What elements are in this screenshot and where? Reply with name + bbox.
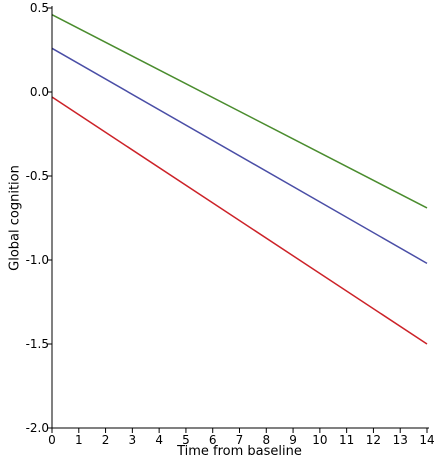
y-tick-label: -1.5 [26,337,49,351]
y-tick-label: -2.0 [26,421,49,435]
x-tick-label: 10 [312,433,327,447]
x-tick-label: 8 [262,433,270,447]
series-layer [51,14,428,345]
x-axis-title: Time from baseline [176,444,302,459]
y-axis-title: Global cognition [8,165,23,271]
x-tick-label: 2 [102,433,110,447]
y-tick-label: 0.0 [30,85,49,99]
x-tick-label: 3 [129,433,137,447]
x-tick-label: 13 [393,433,408,447]
series-line-3 [51,96,428,345]
y-axis-ticks: 0.5 0.0 -0.5 -1.0 -1.5 -2.0 [26,1,52,435]
y-tick-label: -0.5 [26,169,49,183]
y-tick-label: 0.5 [30,1,49,15]
x-tick-label: 9 [289,433,297,447]
x-axis-ticks: 0 1 2 3 4 5 6 7 8 9 10 11 12 13 14 [48,428,435,447]
x-tick-label: 12 [366,433,381,447]
x-tick-label: 7 [236,433,244,447]
x-tick-label: 5 [182,433,190,447]
x-tick-label: 11 [339,433,354,447]
x-tick-label: 1 [75,433,83,447]
x-tick-label: 6 [209,433,217,447]
series-line-1 [51,14,428,209]
series-line-2 [51,47,428,265]
x-tick-label: 0 [48,433,56,447]
x-tick-label: 4 [155,433,163,447]
x-tick-label: 14 [419,433,434,447]
y-tick-label: -1.0 [26,253,49,267]
